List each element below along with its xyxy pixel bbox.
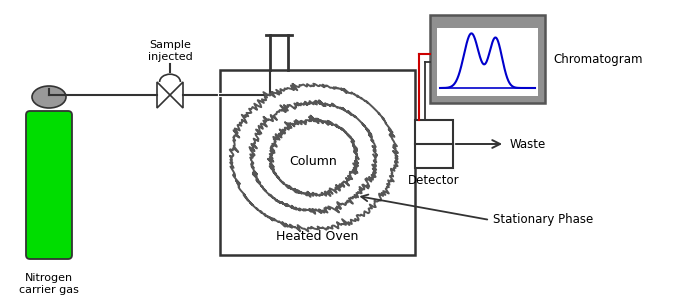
Text: Stationary Phase: Stationary Phase <box>493 214 593 227</box>
Ellipse shape <box>32 86 66 108</box>
Text: Nitrogen
carrier gas: Nitrogen carrier gas <box>19 273 79 295</box>
Polygon shape <box>170 82 183 108</box>
Polygon shape <box>157 82 170 108</box>
Bar <box>437 28 538 96</box>
FancyBboxPatch shape <box>26 111 72 259</box>
Text: Chromatogram: Chromatogram <box>553 52 643 65</box>
Text: Heated Oven: Heated Oven <box>276 230 359 243</box>
Bar <box>430 15 545 103</box>
Bar <box>220 70 415 255</box>
Text: Sample
injected: Sample injected <box>147 40 192 62</box>
Bar <box>415 120 453 168</box>
Text: Column: Column <box>289 155 338 168</box>
Text: Waste: Waste <box>510 138 546 151</box>
Text: Detector: Detector <box>408 174 460 187</box>
